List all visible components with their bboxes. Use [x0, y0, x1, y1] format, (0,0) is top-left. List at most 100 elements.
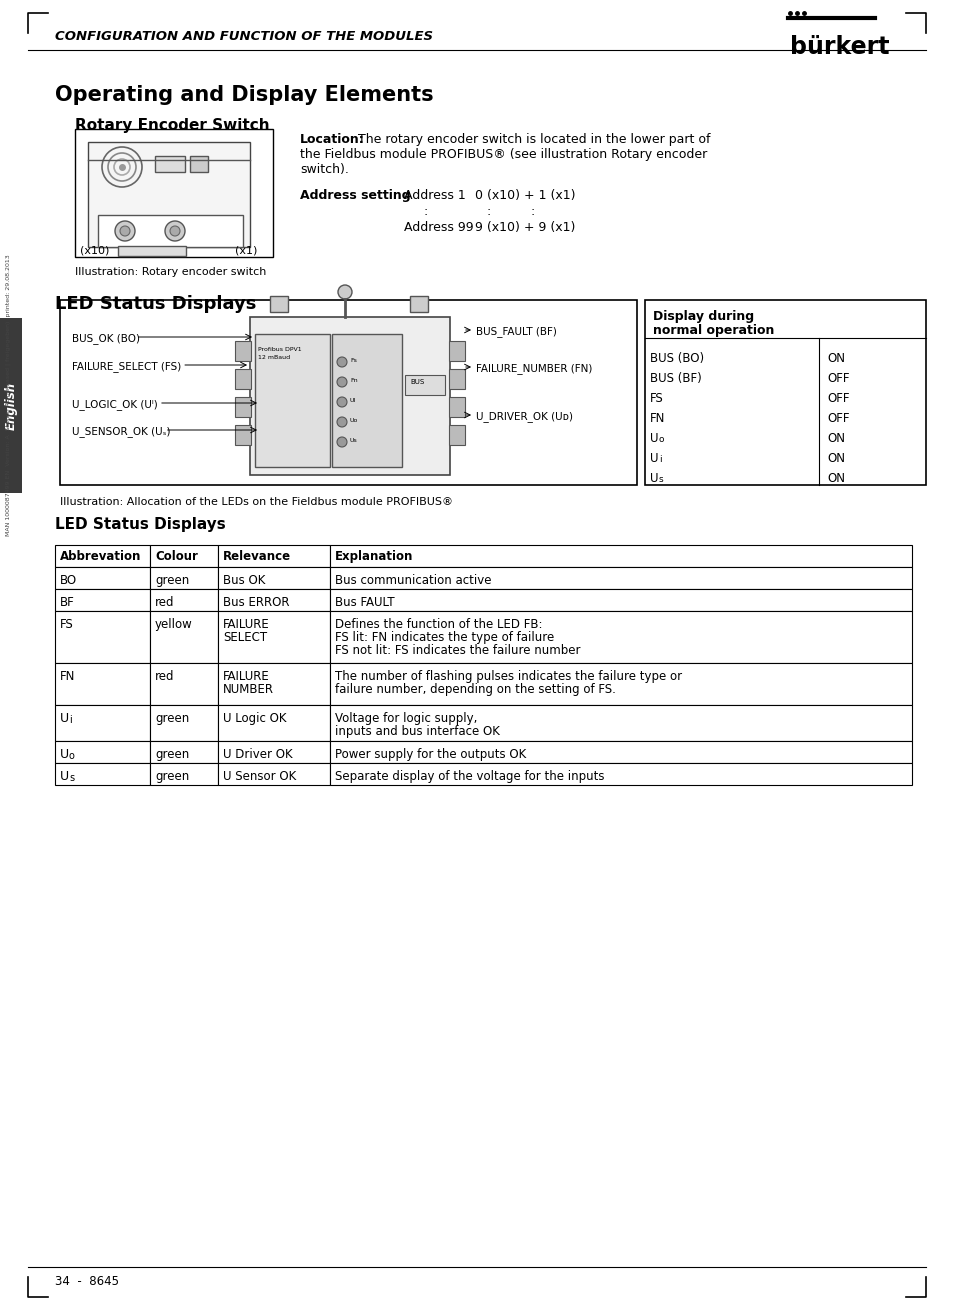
Text: OFF: OFF	[826, 412, 848, 425]
Bar	[118, 246, 186, 256]
Text: BUS_OK (BO): BUS_OK (BO)	[71, 333, 140, 345]
Bar	[218, 740, 330, 763]
Text: Colour: Colour	[154, 550, 197, 563]
Text: MAN 1000087499 EN  Version: A  Status: RL (released | freigegeben)  printed: 29.: MAN 1000087499 EN Version: A Status: RL …	[6, 254, 10, 537]
Bar	[88, 142, 250, 247]
Text: BO: BO	[60, 575, 77, 586]
Text: :: :	[486, 205, 491, 218]
Text: Relevance: Relevance	[223, 550, 291, 563]
Text: :: :	[403, 205, 428, 218]
Text: bürkert: bürkert	[789, 36, 888, 59]
Text: failure number, depending on the setting of FS.: failure number, depending on the setting…	[335, 682, 616, 696]
Text: ON: ON	[826, 452, 844, 466]
Text: CONFIGURATION AND FUNCTION OF THE MODULES: CONFIGURATION AND FUNCTION OF THE MODULE…	[55, 30, 433, 43]
Bar	[0, 318, 22, 493]
Text: Abbrevation: Abbrevation	[60, 550, 141, 563]
Bar	[234, 341, 251, 362]
Text: FN: FN	[649, 412, 664, 425]
Text: Rotary Encoder Switch: Rotary Encoder Switch	[75, 118, 270, 133]
Bar	[150, 663, 218, 705]
Text: SELECT: SELECT	[223, 631, 267, 644]
Circle shape	[336, 356, 347, 367]
Text: Display during: Display during	[652, 310, 753, 323]
Bar	[234, 397, 251, 417]
Bar	[254, 334, 330, 467]
Bar	[410, 296, 428, 312]
Bar	[234, 370, 251, 389]
Text: LED Status Displays: LED Status Displays	[55, 517, 226, 533]
Text: U: U	[649, 433, 658, 444]
Text: Operating and Display Elements: Operating and Display Elements	[55, 85, 434, 105]
Bar	[234, 425, 251, 444]
Circle shape	[120, 226, 130, 235]
Text: U Logic OK: U Logic OK	[223, 711, 286, 725]
Text: s: s	[659, 475, 663, 484]
Circle shape	[115, 221, 135, 241]
Bar	[218, 589, 330, 611]
Text: Fn: Fn	[350, 377, 357, 383]
Text: inputs and bus interface OK: inputs and bus interface OK	[335, 725, 499, 738]
Circle shape	[336, 397, 347, 408]
Text: 34  -  8645: 34 - 8645	[55, 1276, 119, 1287]
Text: Power supply for the outputs OK: Power supply for the outputs OK	[335, 748, 526, 761]
Text: The number of flashing pulses indicates the failure type or: The number of flashing pulses indicates …	[335, 671, 681, 682]
Text: U_LOGIC_OK (Uᴵ): U_LOGIC_OK (Uᴵ)	[71, 398, 157, 410]
Text: red: red	[154, 596, 174, 609]
Bar	[330, 611, 911, 663]
Text: i: i	[659, 455, 661, 464]
Bar	[449, 425, 464, 444]
Bar	[150, 589, 218, 611]
Text: Address 99: Address 99	[403, 221, 473, 234]
Text: NUMBER: NUMBER	[223, 682, 274, 696]
Bar	[150, 763, 218, 785]
Bar	[55, 740, 150, 763]
Bar	[75, 129, 273, 256]
Text: FS: FS	[60, 618, 73, 631]
Text: FN: FN	[60, 671, 75, 682]
Circle shape	[336, 417, 347, 427]
Text: Separate display of the voltage for the inputs: Separate display of the voltage for the …	[335, 771, 604, 782]
Text: FS not lit: FS indicates the failure number: FS not lit: FS indicates the failure num…	[335, 644, 579, 658]
Text: English: English	[5, 381, 17, 430]
Text: 9 (x10) + 9 (x1): 9 (x10) + 9 (x1)	[475, 221, 575, 234]
Text: Address setting: Address setting	[299, 189, 410, 203]
Text: green: green	[154, 771, 189, 782]
Text: yellow: yellow	[154, 618, 193, 631]
Text: o: o	[69, 751, 74, 761]
Bar	[330, 740, 911, 763]
Text: ON: ON	[826, 472, 844, 485]
Text: U: U	[649, 472, 658, 485]
Circle shape	[170, 226, 180, 235]
Text: U: U	[60, 748, 69, 761]
Bar	[218, 705, 330, 740]
Text: U_SENSOR_OK (Uₛ): U_SENSOR_OK (Uₛ)	[71, 426, 171, 437]
Text: the Fieldbus module PROFIBUS® (see illustration Rotary encoder: the Fieldbus module PROFIBUS® (see illus…	[299, 149, 706, 160]
Text: BUS_FAULT (BF): BUS_FAULT (BF)	[476, 326, 557, 337]
Bar	[330, 705, 911, 740]
Circle shape	[336, 437, 347, 447]
Bar	[55, 663, 150, 705]
Bar	[55, 567, 150, 589]
Text: ON: ON	[826, 433, 844, 444]
Text: U Sensor OK: U Sensor OK	[223, 771, 296, 782]
Text: ON: ON	[826, 352, 844, 366]
Text: green: green	[154, 748, 189, 761]
Text: The rotary encoder switch is located in the lower part of: The rotary encoder switch is located in …	[354, 133, 710, 146]
Text: FAILURE: FAILURE	[223, 618, 270, 631]
Bar	[250, 317, 450, 475]
Bar	[330, 544, 911, 567]
Text: FS: FS	[649, 392, 663, 405]
Text: Ul: Ul	[350, 398, 355, 402]
Text: FAILURE_SELECT (FS): FAILURE_SELECT (FS)	[71, 362, 181, 372]
Bar	[55, 763, 150, 785]
Bar	[218, 663, 330, 705]
Text: :: :	[531, 205, 535, 218]
Bar	[330, 589, 911, 611]
Text: BF: BF	[60, 596, 74, 609]
Text: Bus FAULT: Bus FAULT	[335, 596, 395, 609]
Text: (x10): (x10)	[80, 245, 110, 255]
Bar	[150, 705, 218, 740]
Bar	[154, 156, 185, 172]
Text: Address 1: Address 1	[403, 189, 465, 203]
Text: Voltage for logic supply,: Voltage for logic supply,	[335, 711, 476, 725]
